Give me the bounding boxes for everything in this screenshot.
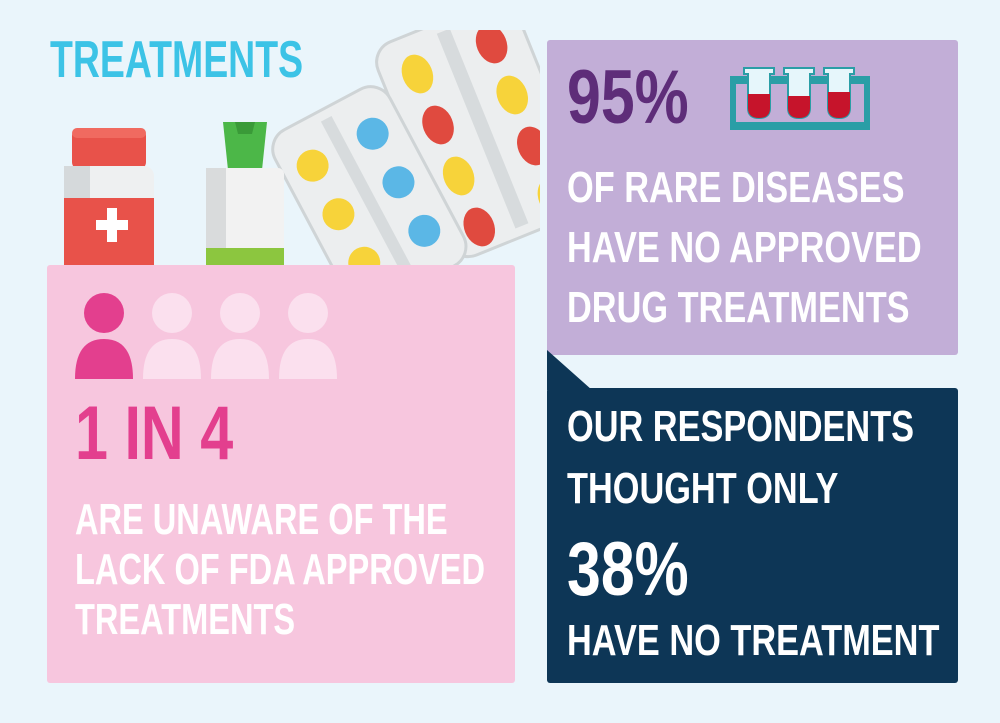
pill-blister-pack-icon xyxy=(271,85,468,270)
pink-stat-card: 1 IN 4 ARE UNAWARE OF THE LACK OF FDA AP… xyxy=(47,265,515,683)
stat-38-percent: 38% xyxy=(567,527,689,612)
person-icon xyxy=(143,293,201,379)
text-line: ARE UNAWARE OF THE xyxy=(75,495,448,544)
navy-text-bottom: HAVE NO TREATMENT xyxy=(567,616,940,665)
person-icon xyxy=(279,293,337,379)
dropper-bottle-icon xyxy=(206,122,284,268)
purple-card-text: OF RARE DISEASES HAVE NO APPROVED DRUG T… xyxy=(567,158,922,338)
navy-text-line-1: OUR RESPONDENTS xyxy=(567,402,915,451)
medicine-illustration xyxy=(64,30,540,270)
test-tubes-icon xyxy=(730,67,870,130)
page-title: TREATMENTS xyxy=(50,31,304,89)
people-icons xyxy=(75,293,337,379)
speech-pointer xyxy=(547,350,592,390)
person-icon xyxy=(211,293,269,379)
text-line: LACK OF FDA APPROVED xyxy=(75,545,486,594)
pink-card-text: ARE UNAWARE OF THE LACK OF FDA APPROVED … xyxy=(75,495,485,645)
navy-text-line-2: THOUGHT ONLY xyxy=(567,464,839,513)
purple-stat-card: 95% OF RARE DISEASES HAVE NO APPROVED DR… xyxy=(547,40,958,355)
text-line: OF RARE DISEASES xyxy=(567,163,905,212)
person-icon-highlighted xyxy=(75,293,133,379)
medicine-bottle-icon xyxy=(64,128,154,270)
navy-stat-card: OUR RESPONDENTS THOUGHT ONLY 38% HAVE NO… xyxy=(547,388,958,683)
text-line: TREATMENTS xyxy=(75,595,296,644)
stat-1-in-4: 1 IN 4 xyxy=(75,391,234,476)
text-line: HAVE NO APPROVED xyxy=(567,223,922,272)
stat-95-percent: 95% xyxy=(567,55,689,140)
text-line: DRUG TREATMENTS xyxy=(567,283,910,332)
